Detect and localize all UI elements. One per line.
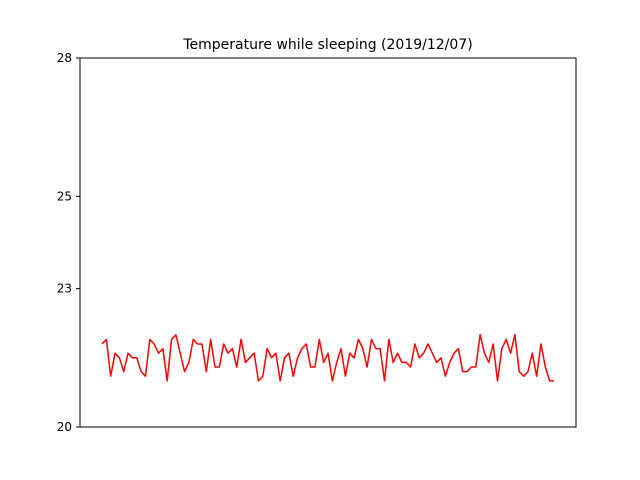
temperature-series-line xyxy=(101,334,554,382)
y-tick-label: 25 xyxy=(57,189,72,203)
axes-frame xyxy=(79,57,577,428)
y-tick-label: 20 xyxy=(57,420,72,434)
y-tick-label: 28 xyxy=(57,51,72,65)
chart-title: Temperature while sleeping (2019/12/07) xyxy=(182,37,472,53)
plot-area xyxy=(101,334,554,382)
y-tick-label: 23 xyxy=(57,282,72,296)
